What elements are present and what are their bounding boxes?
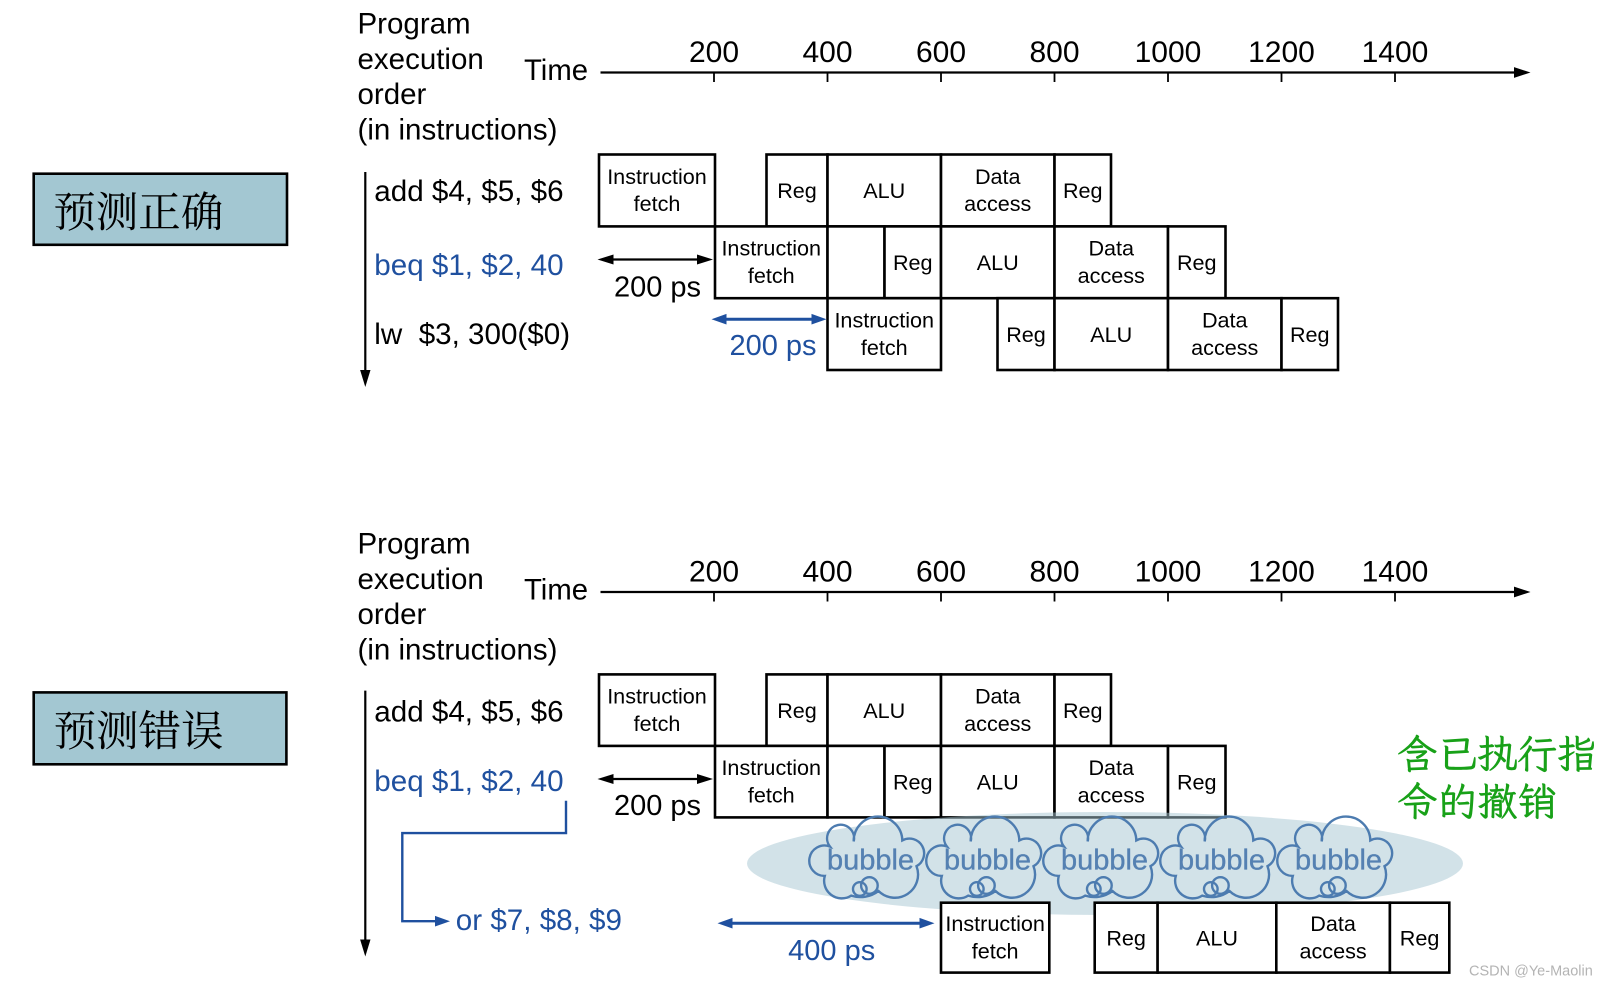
svg-text:Instruction: Instruction [721,236,821,261]
svg-text:1200: 1200 [1248,556,1315,589]
svg-text:order: order [358,598,427,631]
svg-text:fetch: fetch [861,335,908,360]
svg-text:1400: 1400 [1362,556,1429,589]
svg-text:access: access [1191,335,1258,360]
svg-text:Instruction: Instruction [945,911,1045,936]
svg-text:fetch: fetch [748,263,795,288]
svg-text:200 ps: 200 ps [614,790,701,822]
svg-text:600: 600 [916,36,966,69]
svg-text:600: 600 [916,556,966,589]
svg-text:Time: Time [524,573,588,606]
svg-text:400 ps: 400 ps [788,935,875,967]
svg-text:Reg: Reg [777,698,817,723]
svg-text:Data: Data [1088,236,1135,261]
svg-text:Reg: Reg [1400,925,1440,950]
svg-text:Data: Data [975,684,1022,709]
svg-text:Reg: Reg [893,250,933,275]
svg-text:beq $1, $2, 40: beq $1, $2, 40 [374,249,563,282]
svg-text:fetch: fetch [634,191,681,216]
svg-text:1200: 1200 [1248,36,1315,69]
svg-text:ALU: ALU [977,769,1019,794]
svg-text:1000: 1000 [1135,36,1202,69]
svg-text:Reg: Reg [1290,322,1330,347]
svg-text:access: access [1299,939,1366,964]
svg-text:Data: Data [1202,308,1249,333]
svg-text:Reg: Reg [1006,322,1046,347]
svg-text:Instruction: Instruction [607,684,707,709]
svg-text:400: 400 [802,556,852,589]
svg-text:Reg: Reg [1106,925,1146,950]
svg-text:order: order [358,78,427,111]
svg-text:800: 800 [1029,556,1079,589]
svg-text:fetch: fetch [972,939,1019,964]
svg-text:400: 400 [802,36,852,69]
svg-text:ALU: ALU [977,250,1019,275]
svg-text:CSDN @Ye-Maolin: CSDN @Ye-Maolin [1469,964,1593,980]
svg-text:execution: execution [358,43,484,76]
svg-text:Time: Time [524,54,588,87]
svg-text:add $4, $5, $6: add $4, $5, $6 [374,695,563,728]
svg-text:ALU: ALU [863,698,905,723]
svg-text:(in instructions): (in instructions) [358,113,558,146]
svg-text:Instruction: Instruction [607,164,707,189]
svg-text:(in instructions): (in instructions) [358,633,558,666]
svg-text:200 ps: 200 ps [729,330,816,362]
svg-text:access: access [964,711,1031,736]
svg-text:Reg: Reg [893,769,933,794]
svg-text:Program: Program [358,8,471,41]
svg-text:Data: Data [1088,755,1135,780]
svg-text:access: access [1078,263,1145,288]
svg-text:Data: Data [1310,911,1357,936]
svg-text:or $7, $8, $9: or $7, $8, $9 [456,904,622,937]
svg-text:1400: 1400 [1362,36,1429,69]
svg-text:Data: Data [975,164,1022,189]
svg-text:beq $1, $2, 40: beq $1, $2, 40 [374,765,563,798]
svg-text:Reg: Reg [1063,698,1103,723]
svg-text:200 ps: 200 ps [614,272,701,304]
svg-text:1000: 1000 [1135,556,1202,589]
svg-text:ALU: ALU [1196,925,1238,950]
svg-text:ALU: ALU [1090,322,1132,347]
svg-text:execution: execution [358,563,484,596]
svg-text:add $4, $5, $6: add $4, $5, $6 [374,175,563,208]
svg-text:200: 200 [689,36,739,69]
svg-text:fetch: fetch [634,711,681,736]
svg-text:Reg: Reg [777,178,817,203]
svg-text:ALU: ALU [863,178,905,203]
svg-text:Instruction: Instruction [721,755,821,780]
svg-text:Reg: Reg [1177,250,1217,275]
svg-text:fetch: fetch [748,782,795,807]
svg-text:Program: Program [358,528,471,561]
svg-text:lw $3, 300($0): lw $3, 300($0) [374,318,570,351]
svg-text:access: access [964,191,1031,216]
svg-text:800: 800 [1029,36,1079,69]
svg-text:Reg: Reg [1063,178,1103,203]
svg-text:Reg: Reg [1177,769,1217,794]
svg-text:Instruction: Instruction [834,308,934,333]
svg-text:access: access [1078,782,1145,807]
svg-text:200: 200 [689,556,739,589]
